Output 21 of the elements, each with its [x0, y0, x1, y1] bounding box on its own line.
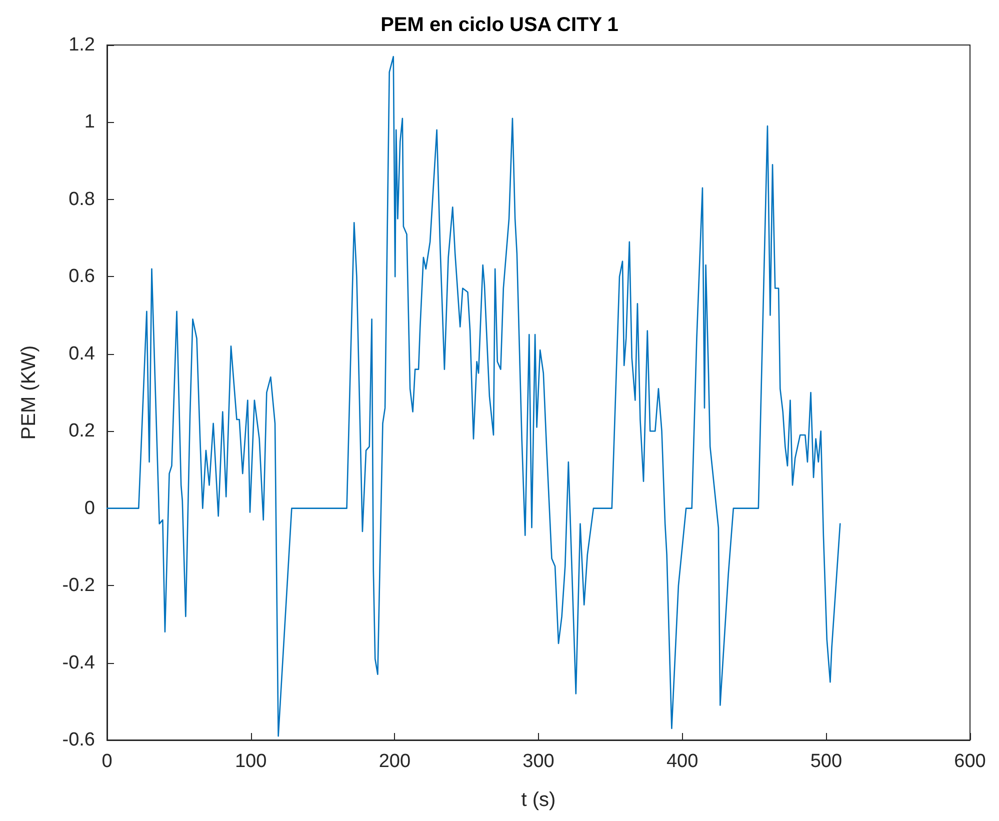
x-tick-label: 400: [666, 751, 698, 772]
y-tick-label: -0.4: [62, 652, 96, 674]
y-axis-title: PEM (KW): [18, 345, 40, 440]
y-tick-label: 1: [84, 112, 95, 133]
x-tick-label: 0: [102, 751, 112, 772]
y-tick-label: 0.8: [68, 188, 95, 210]
x-tick-label: 600: [954, 751, 986, 772]
chart-title: PEM en ciclo USA CITY 1: [380, 14, 618, 36]
y-tick-label: -0.6: [62, 730, 95, 750]
y-tick-label: 0.2: [68, 420, 95, 442]
x-axis-title: t (s): [521, 789, 556, 811]
line-series: [106, 56, 841, 737]
x-tick-label: 100: [234, 751, 267, 772]
y-tick-label: -0.2: [62, 575, 95, 596]
x-tick-label: 300: [522, 751, 554, 772]
x-tick-label: 200: [378, 751, 411, 772]
y-tick-label: 0: [84, 498, 95, 519]
x-tick-label: 500: [810, 751, 842, 772]
y-tick-label: 1.2: [68, 34, 95, 56]
y-tick-label: 0.4: [68, 343, 96, 364]
y-tick-label: 0.6: [68, 266, 95, 288]
